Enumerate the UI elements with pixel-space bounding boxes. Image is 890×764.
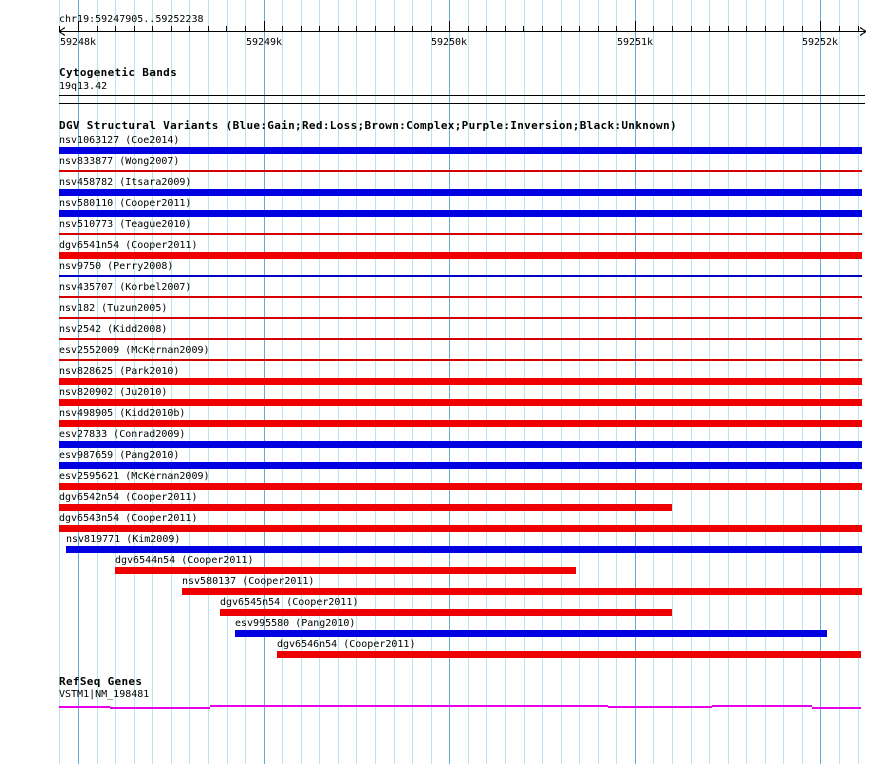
variant-label[interactable]: nsv580137 (Cooper2011) xyxy=(182,576,315,587)
variant-bar[interactable] xyxy=(115,567,576,574)
gene-line-segment[interactable] xyxy=(59,706,110,708)
ruler-tick-label: 59249k xyxy=(245,37,283,48)
variant-bar[interactable] xyxy=(59,296,862,298)
variant-bar[interactable] xyxy=(59,170,862,172)
variant-bar[interactable] xyxy=(66,546,862,553)
variant-label[interactable]: nsv9750 (Perry2008) xyxy=(59,261,174,272)
variant-label[interactable]: esv27833 (Conrad2009) xyxy=(59,429,186,440)
ruler-tick-label: 59252k xyxy=(801,37,839,48)
ruler-tick-label: 59248k xyxy=(59,37,97,48)
ruler-left-arrow-icon xyxy=(58,31,66,36)
cytoband-box-top xyxy=(59,95,865,96)
ruler-right-arrow-icon xyxy=(859,27,867,32)
variant-label[interactable]: nsv498905 (Kidd2010b) xyxy=(59,408,186,419)
variant-label[interactable]: nsv833877 (Wong2007) xyxy=(59,156,180,167)
variant-bar[interactable] xyxy=(235,630,827,637)
variant-bar[interactable] xyxy=(59,210,862,217)
variant-bar[interactable] xyxy=(59,483,862,490)
variant-bar[interactable] xyxy=(59,317,862,319)
variant-label[interactable]: nsv1063127 (Coe2014) xyxy=(59,135,180,146)
gene-line-segment[interactable] xyxy=(110,707,210,709)
cytoband-section-title: Cytogenetic Bands xyxy=(59,66,178,79)
gene-line-segment[interactable] xyxy=(608,706,712,708)
variant-bar[interactable] xyxy=(59,252,862,259)
refseq-section-title: RefSeq Genes xyxy=(59,675,143,688)
variant-bar[interactable] xyxy=(59,504,672,511)
variant-bar[interactable] xyxy=(59,338,862,340)
ruler-tick-label: 59251k xyxy=(616,37,654,48)
variant-label[interactable]: esv995580 (Pang2010) xyxy=(235,618,356,629)
variant-label[interactable]: esv2595621 (McKernan2009) xyxy=(59,471,210,482)
variant-label[interactable]: dgv6543n54 (Cooper2011) xyxy=(59,513,198,524)
refseq-gene-label[interactable]: VSTM1|NM_198481 xyxy=(59,689,150,700)
variant-bar[interactable] xyxy=(59,275,862,277)
variant-bar[interactable] xyxy=(220,609,672,616)
variant-label[interactable]: dgv6544n54 (Cooper2011) xyxy=(115,555,254,566)
variant-bar[interactable] xyxy=(59,233,862,235)
variant-bar[interactable] xyxy=(59,462,862,469)
variant-label[interactable]: nsv510773 (Teague2010) xyxy=(59,219,192,230)
ruler-axis xyxy=(58,21,867,36)
variant-bar[interactable] xyxy=(59,359,862,361)
variant-label[interactable]: nsv458782 (Itsara2009) xyxy=(59,177,192,188)
cytoband-box-bottom xyxy=(59,103,865,104)
variant-bar[interactable] xyxy=(59,525,862,532)
variant-label[interactable]: esv2552009 (McKernan2009) xyxy=(59,345,210,356)
variant-label[interactable]: nsv2542 (Kidd2008) xyxy=(59,324,168,335)
gene-line-segment[interactable] xyxy=(812,707,861,709)
variant-bar[interactable] xyxy=(59,399,862,406)
variant-bar[interactable] xyxy=(182,588,862,595)
variant-label[interactable]: dgv6542n54 (Cooper2011) xyxy=(59,492,198,503)
variant-label[interactable]: dgv6546n54 (Cooper2011) xyxy=(277,639,416,650)
variant-label[interactable]: dgv6545n54 (Cooper2011) xyxy=(220,597,359,608)
dgv-section-title: DGV Structural Variants (Blue:Gain;Red:L… xyxy=(59,119,677,132)
variant-bar[interactable] xyxy=(59,147,862,154)
gene-line-segment[interactable] xyxy=(210,705,608,707)
variant-label[interactable]: nsv435707 (Korbel2007) xyxy=(59,282,192,293)
variant-label[interactable]: nsv182 (Tuzun2005) xyxy=(59,303,168,314)
region-title: chr19:59247905..59252238 xyxy=(59,14,204,25)
variant-label[interactable]: nsv828625 (Park2010) xyxy=(59,366,180,377)
variant-label[interactable]: nsv580110 (Cooper2011) xyxy=(59,198,192,209)
ruler-tick-label: 59250k xyxy=(430,37,468,48)
variant-label[interactable]: nsv820902 (Ju2010) xyxy=(59,387,168,398)
variant-bar[interactable] xyxy=(277,651,861,658)
variant-bar[interactable] xyxy=(59,441,862,448)
ruler-right-arrow-icon xyxy=(859,31,867,36)
variant-label[interactable]: esv987659 (Pang2010) xyxy=(59,450,180,461)
variant-bar[interactable] xyxy=(59,189,862,196)
gene-line-segment[interactable] xyxy=(712,705,812,707)
variant-bar[interactable] xyxy=(59,378,862,385)
variant-label[interactable]: nsv819771 (Kim2009) xyxy=(66,534,181,545)
variant-bar[interactable] xyxy=(59,420,862,427)
cytoband-name[interactable]: 19q13.42 xyxy=(59,81,108,92)
variant-label[interactable]: dgv6541n54 (Cooper2011) xyxy=(59,240,198,251)
